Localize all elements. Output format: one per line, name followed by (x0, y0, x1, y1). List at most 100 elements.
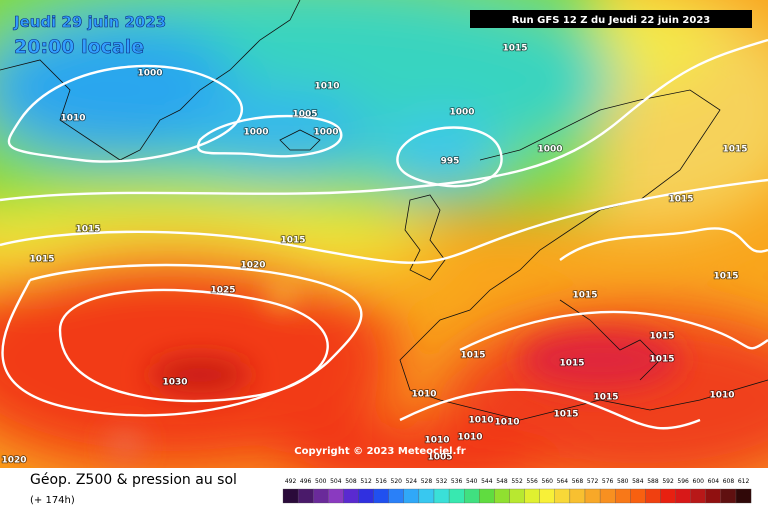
legend-label: 612 (738, 478, 750, 485)
run-label: Run GFS 12 Z du Jeudi 22 juin 2023 (512, 15, 711, 26)
legend-label: 492 (285, 478, 297, 485)
legend-label: 536 (451, 478, 463, 485)
legend-label: 584 (632, 478, 644, 485)
isobar-label: 1010 (457, 433, 482, 443)
legend-label: 600 (693, 478, 705, 485)
isobar-label: 1015 (553, 410, 578, 420)
isobar-label: 1010 (424, 436, 449, 446)
legend-label: 556 (526, 478, 538, 485)
copyright: Copyright © 2023 Meteociel.fr (294, 446, 465, 457)
isobar-label: 1015 (668, 195, 693, 205)
legend-swatch (645, 488, 661, 504)
legend-swatch (554, 488, 571, 504)
legend-swatch (599, 488, 616, 504)
legend-label: 520 (391, 478, 403, 485)
legend-swatch (720, 488, 737, 504)
legend-label: 576 (602, 478, 614, 485)
isobar-label: 1015 (460, 351, 485, 361)
isobar-label: 1010 (494, 418, 519, 428)
legend-label: 552 (511, 478, 523, 485)
legend-label: 508 (345, 478, 357, 485)
legend-label: 608 (723, 478, 735, 485)
legend-label: 568 (572, 478, 584, 485)
legend-swatch (448, 488, 465, 504)
isobar-label: 1005 (292, 110, 317, 120)
legend-swatch (464, 488, 480, 504)
legend-label: 560 (542, 478, 554, 485)
isobar-label: 1015 (722, 145, 747, 155)
legend-label: 572 (587, 478, 599, 485)
legend-label: 580 (617, 478, 629, 485)
isobar-label: 1015 (649, 332, 674, 342)
footer-lead: (+ 174h) (30, 495, 75, 506)
legend-swatch (690, 488, 706, 504)
run-box (470, 10, 752, 28)
legend-swatch (660, 488, 676, 504)
legend-label: 516 (375, 478, 387, 485)
legend-swatch (433, 488, 450, 504)
legend-swatch (569, 488, 586, 504)
isobar-label: 1010 (468, 416, 493, 426)
legend-label: 548 (496, 478, 508, 485)
legend-swatch (705, 488, 722, 504)
isobar-label: 1000 (137, 69, 162, 79)
legend-label: 564 (557, 478, 569, 485)
legend-label: 604 (708, 478, 720, 485)
color-legend: 492 496 500 504 508 512 516 520 524 528 532 536 540 5… (282, 478, 752, 504)
legend-swatch (509, 488, 525, 504)
legend-swatch (479, 488, 495, 504)
isobar-label: 1015 (559, 359, 584, 369)
time-label: 20:00 locale (14, 36, 144, 58)
legend-swatch (735, 488, 752, 504)
legend-swatch (584, 488, 601, 504)
legend-swatch (343, 488, 359, 504)
legend-label: 496 (300, 478, 312, 485)
legend-label: 532 (436, 478, 448, 485)
isobar-label: 1015 (75, 225, 100, 235)
legend-swatch (524, 488, 540, 504)
legend-swatch (615, 488, 631, 504)
isobar-label: 1010 (709, 391, 734, 401)
isobar-label: 1015 (502, 44, 527, 54)
legend-label: 524 (406, 478, 418, 485)
isobar-label: 1015 (280, 236, 305, 246)
legend-label: 544 (481, 478, 493, 485)
isobar-label: 1000 (313, 128, 338, 138)
legend-label: 504 (330, 478, 342, 485)
legend-swatch (373, 488, 389, 504)
isobar-label: 1030 (162, 378, 187, 388)
isobar-label: 1020 (1, 456, 26, 466)
legend-label: 592 (662, 478, 674, 485)
isobar-label: 1015 (713, 272, 738, 282)
legend-label: 540 (466, 478, 478, 485)
isobar-label: 1020 (240, 261, 265, 271)
legend-label: 512 (360, 478, 372, 485)
isobar-label: 1005 (427, 453, 452, 463)
isobar-label: 1015 (572, 291, 597, 301)
footer-title: Géop. Z500 & pression au sol (30, 472, 237, 488)
isobar-label: 1000 (449, 108, 474, 118)
isobar-labels: 1000 1010 1010 1005 1000 1000 1000 995 1… (1, 43, 749, 467)
isobar-label: 1015 (593, 393, 618, 403)
legend-swatch (418, 488, 435, 504)
legend-swatch (494, 488, 510, 504)
isobar-label: 1010 (314, 82, 339, 92)
isobar-label: 1025 (210, 286, 235, 296)
legend-swatch (282, 488, 299, 504)
legend-swatch (388, 488, 404, 504)
isobar-lines (0, 38, 768, 430)
legend-swatch (313, 488, 329, 504)
legend-label: 500 (315, 478, 327, 485)
legend-swatch (297, 488, 314, 504)
legend-swatch (675, 488, 691, 504)
field (0, 0, 768, 500)
isobar-label: 1000 (537, 145, 562, 155)
isobar-label: 995 (441, 157, 460, 167)
legend-swatch (328, 488, 344, 504)
coastlines (0, 0, 768, 421)
legend-label: 588 (647, 478, 659, 485)
legend-swatch (630, 488, 646, 504)
legend-swatch (539, 488, 555, 504)
legend-swatch (358, 488, 374, 504)
